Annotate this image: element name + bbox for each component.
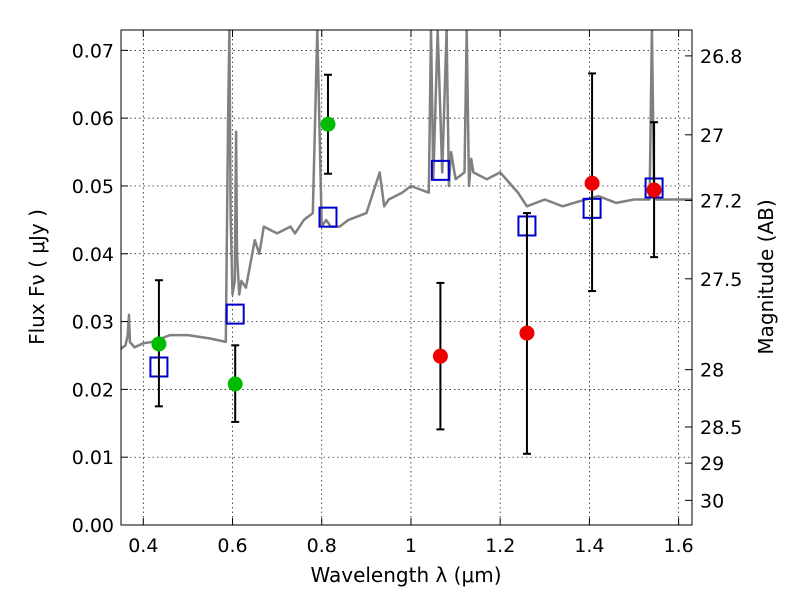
y-right-tick-label: 30 xyxy=(700,490,724,512)
data-point xyxy=(646,182,662,198)
data-point xyxy=(227,376,243,392)
x-tick-label: 1 xyxy=(405,535,417,557)
model-spectrum-layer xyxy=(121,30,692,350)
x-axis-label: Wavelength λ (μm) xyxy=(310,563,501,587)
y-axis-right-label: Magnitude (AB) xyxy=(754,199,778,354)
y-right-tick-label: 27 xyxy=(700,125,724,147)
y-axis-label: Flux Fν ( μJy ) xyxy=(25,209,49,345)
y-right-tick-label: 27.5 xyxy=(700,269,742,291)
markers-layer xyxy=(149,72,664,455)
data-point xyxy=(432,348,448,364)
tick-labels: 0.4 0.6 0.8 1 1.2 1.4 1.6 0.00 0.01 0.02 0.03 0.04 0… xyxy=(72,40,743,557)
y-tick-label: 0.02 xyxy=(72,379,114,401)
y-right-tick-label: 27.2 xyxy=(700,190,742,212)
x-tick-label: 1.6 xyxy=(664,535,694,557)
y-tick-label: 0.07 xyxy=(72,40,114,62)
y-right-tick-label: 28 xyxy=(700,360,724,382)
x-tick-label: 1.2 xyxy=(485,535,515,557)
y-tick-label: 0.01 xyxy=(72,447,114,469)
y-tick-label: 0.04 xyxy=(72,244,114,266)
x-tick-label: 0.8 xyxy=(307,535,337,557)
y-tick-label: 0.03 xyxy=(72,312,114,334)
spectrum-line xyxy=(121,30,692,350)
data-point xyxy=(519,325,535,341)
y-right-tick-label: 28.5 xyxy=(700,417,742,439)
model-square-marker xyxy=(225,303,245,325)
y-tick-label: 0.06 xyxy=(72,108,114,130)
y-right-tick-label: 26.8 xyxy=(700,46,742,68)
ticks xyxy=(121,30,692,526)
data-point xyxy=(320,116,336,132)
y-tick-label: 0.00 xyxy=(72,515,114,537)
model-square-marker xyxy=(430,159,450,181)
x-tick-label: 0.4 xyxy=(128,535,158,557)
y-tick-label: 0.05 xyxy=(72,176,114,198)
plot-frame xyxy=(120,29,693,526)
data-point xyxy=(151,336,167,352)
x-tick-label: 1.4 xyxy=(574,535,604,557)
data-point xyxy=(584,175,600,191)
x-tick-label: 0.6 xyxy=(217,535,247,557)
model-square-marker xyxy=(318,206,338,228)
y-right-tick-label: 29 xyxy=(700,453,724,475)
